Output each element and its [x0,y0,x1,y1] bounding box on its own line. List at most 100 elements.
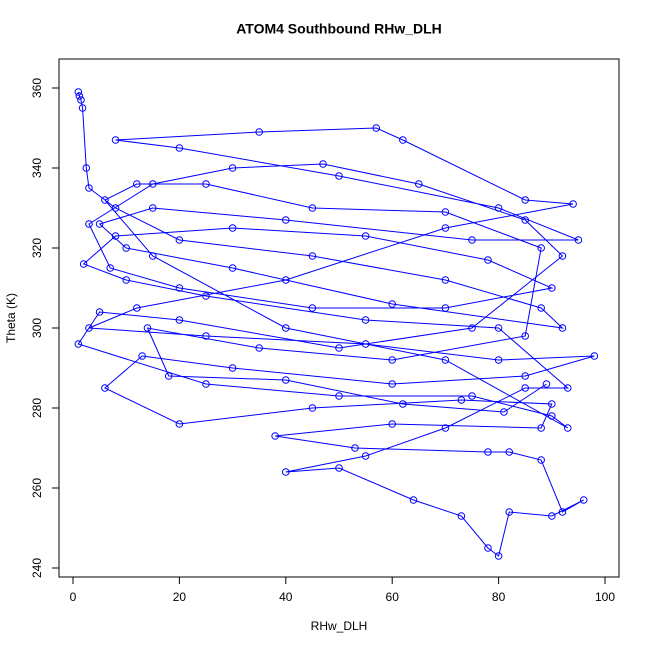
data-point [148,204,157,212]
data-point [228,264,237,272]
data-point [101,196,109,204]
x-tick-label: 60 [386,590,400,604]
data-point [281,376,290,384]
data-point [255,128,263,136]
data-point [441,424,450,432]
data-point [388,420,397,428]
data-point [79,260,88,268]
data-point [457,396,466,404]
data-point [111,136,120,144]
x-axis-label: RHw_DLH [311,619,368,633]
x-tick-label: 20 [173,590,187,604]
data-point [78,104,87,112]
data-point [202,332,210,340]
data-point [484,544,492,552]
data-point [308,252,317,260]
data-point [537,456,545,464]
data-point [548,412,556,420]
data-point [101,384,109,392]
data-point [74,88,83,96]
data-point [388,356,397,364]
y-tick-label: 260 [30,478,44,498]
data-point [563,384,572,392]
data-point [521,384,530,392]
data-point [372,124,381,132]
y-tick-label: 240 [30,558,44,578]
data-point [548,284,556,292]
data-point [494,204,503,212]
data-point [281,276,290,284]
data-point [175,420,184,428]
data-point [106,264,115,272]
data-point [85,220,93,228]
data-point [143,324,152,332]
x-tick-label: 0 [70,590,77,604]
data-point [441,224,450,232]
data-point [335,172,343,180]
y-tick-label: 340 [30,158,44,178]
x-tick-label: 40 [279,590,293,604]
data-point [175,236,184,244]
data-point [548,512,556,520]
data-point [542,380,551,388]
data-point [494,356,503,364]
data-point [202,180,210,188]
data-point [415,180,423,188]
y-axis-label: Theta (K) [4,293,18,343]
data-point [361,316,370,324]
data-point [308,304,317,312]
data-point [521,372,530,380]
x-tick-label: 100 [595,590,615,604]
data-point [484,256,492,264]
data-point [175,144,184,152]
y-tick-label: 280 [30,398,44,418]
data-point [361,232,370,240]
data-point [74,340,83,348]
data-point [82,164,91,172]
data-point [484,448,492,456]
data-point [133,304,141,312]
data-point [335,344,343,352]
data-point [500,408,508,416]
data-point [95,220,104,228]
y-tick-label: 300 [30,318,44,338]
data-point [361,340,370,348]
data-point [441,208,450,216]
data-point [122,244,130,252]
data-point [505,448,514,456]
data-point [281,324,290,332]
data-point [255,344,263,352]
data-point [85,324,93,332]
chart-title: ATOM4 Southbound RHw_DLH [236,21,442,37]
data-point [202,292,210,300]
data-point [441,276,450,284]
data-point [111,232,120,240]
data-point [574,236,583,244]
data-point [468,324,476,332]
data-point [548,400,556,408]
data-point [335,392,343,400]
data-point [202,380,210,388]
data-point [537,424,545,432]
data-point [164,372,173,380]
data-point [281,216,290,224]
data-point [505,508,514,516]
data-point [228,224,237,232]
y-tick-label: 320 [30,238,44,258]
data-point [521,196,530,204]
data-point [468,236,476,244]
data-point [558,508,567,516]
data-point [111,204,120,212]
data-point [579,496,588,504]
data-point [388,300,397,308]
data-point [521,216,530,224]
data-point [85,184,93,192]
data-point [77,96,85,104]
data-point [308,204,317,212]
data-point [319,160,327,168]
data-point [558,324,567,332]
data-point [133,180,141,188]
data-point [569,200,577,208]
